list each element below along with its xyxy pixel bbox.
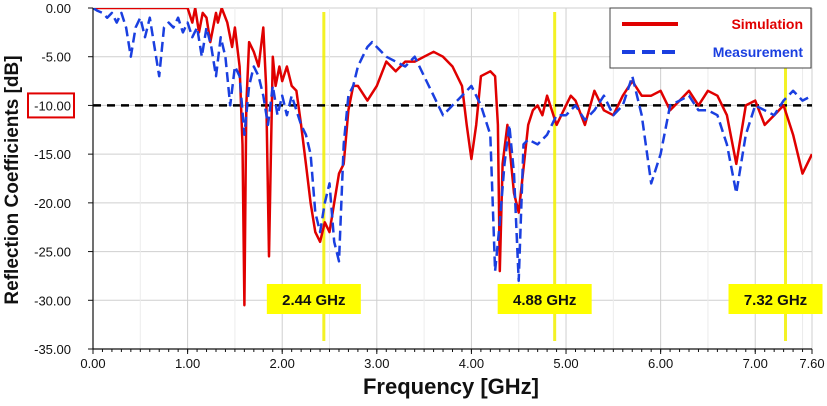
- frequency-label: 4.88 GHz: [513, 292, 576, 309]
- legend-label-measurement: Measurement: [713, 44, 804, 60]
- y-tick-label: -5.00: [41, 50, 71, 65]
- y-tick-label: -10.00: [34, 98, 71, 113]
- y-tick-label: 0.00: [46, 1, 71, 16]
- x-tick-label: 6.00: [648, 356, 673, 371]
- x-tick-label: 1.00: [175, 356, 200, 371]
- frequency-label: 7.32 GHz: [744, 292, 807, 309]
- y-axis-title: Reflection Coefficients [dB]: [2, 55, 23, 304]
- x-axis-title: Frequency [GHz]: [363, 374, 539, 399]
- frequency-label: 2.44 GHz: [282, 292, 345, 309]
- series-lines: [93, 8, 812, 307]
- legend: Simulation Measurement: [609, 7, 812, 69]
- y-tick-label: -30.00: [34, 293, 71, 308]
- legend-label-simulation: Simulation: [731, 16, 803, 32]
- x-tick-label: 2.00: [270, 356, 295, 371]
- x-tick-label: 5.00: [553, 356, 578, 371]
- frequency-label-box: [728, 284, 823, 314]
- x-tick-label: 0.00: [80, 356, 105, 371]
- legend-box: [609, 7, 812, 69]
- frequency-label-box: [497, 284, 592, 314]
- series-line-measurement: [93, 8, 812, 283]
- frequency-label-box: [266, 284, 361, 314]
- axes: 0.00 1.00 2.00 3.00 4.00 5.00 6.00 7.00 7.60 0.00…: [27, 1, 825, 371]
- x-tick-label: 7.60: [799, 356, 824, 371]
- y-tick-label: -35.00: [34, 342, 71, 357]
- series-line-simulation: [93, 8, 812, 307]
- y-tick-label: -20.00: [34, 196, 71, 211]
- x-tick-label: 7.00: [743, 356, 768, 371]
- frequency-annotations: 2.44 GHz 4.88 GHz 7.32 GHz: [266, 284, 823, 314]
- y-tick-label: -25.00: [34, 245, 71, 260]
- x-tick-label: 3.00: [364, 356, 389, 371]
- y-tick-label: -15.00: [34, 147, 71, 162]
- threshold-highlight-box: [27, 92, 75, 119]
- x-tick-label: 4.00: [459, 356, 484, 371]
